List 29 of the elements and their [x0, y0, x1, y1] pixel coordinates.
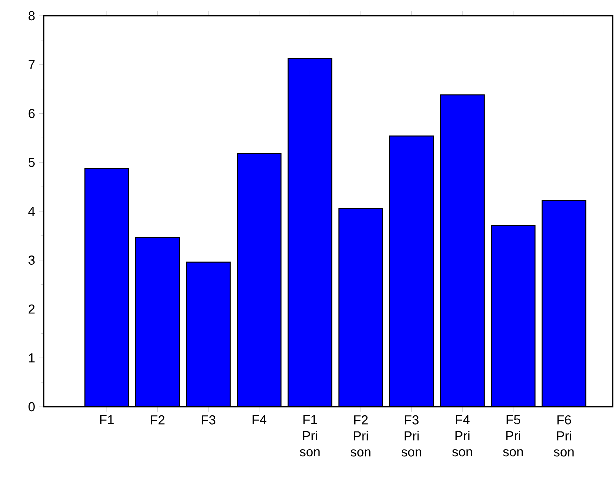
- bar: [136, 238, 180, 407]
- y-tick-label: 1: [29, 354, 35, 363]
- y-tick-label: 4: [28, 207, 36, 216]
- bar: [492, 226, 536, 407]
- x-tick-label: F5 Pri son: [503, 416, 524, 457]
- bar: [238, 154, 282, 407]
- bar: [440, 95, 484, 407]
- y-tick-label: 3: [28, 256, 35, 265]
- y-tick-label: 7: [28, 60, 35, 70]
- x-tick-label: F1: [100, 416, 114, 424]
- x-tick-label: F4 Pri son: [452, 416, 472, 457]
- x-tick-label: F6 Pri son: [554, 416, 574, 457]
- y-tick-label: 5: [28, 158, 35, 168]
- x-tick-label: F4: [252, 416, 267, 424]
- bar: [390, 136, 434, 407]
- y-tick-label: 6: [28, 109, 35, 118]
- x-tick-label: F2: [151, 416, 165, 425]
- y-tick-label: 0: [28, 402, 35, 412]
- x-tick-label: F1 Pri son: [300, 416, 320, 457]
- x-tick-label: F3: [202, 416, 216, 425]
- x-tick-label: F3 Pri son: [402, 416, 422, 457]
- y-tick-label: 8: [28, 11, 35, 21]
- bar: [288, 58, 332, 407]
- bar: [85, 168, 129, 407]
- bar: [339, 209, 383, 407]
- x-tick-label: F2 Pri son: [350, 416, 371, 457]
- bar: [186, 262, 230, 407]
- bar: [542, 200, 587, 407]
- y-tick-label: 2: [28, 304, 35, 314]
